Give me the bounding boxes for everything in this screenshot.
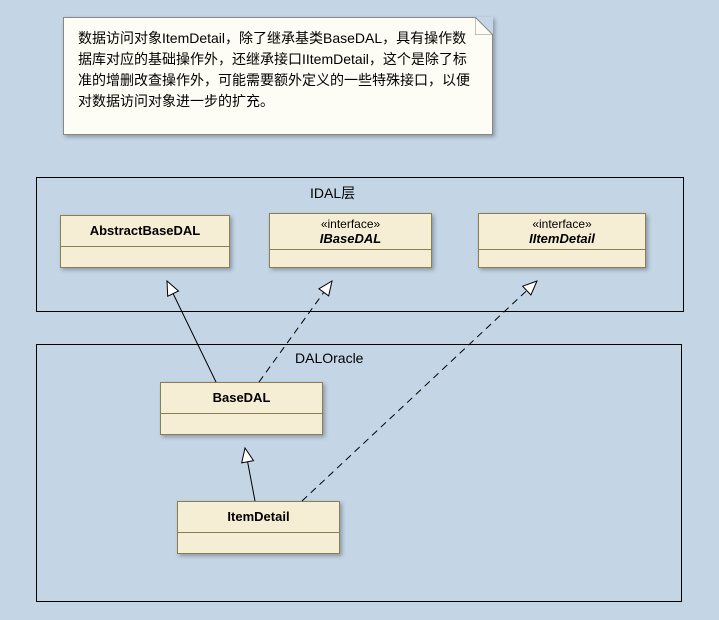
- uml-note: 数据访问对象ItemDetail，除了继承基类BaseDAL，具有操作数据库对应…: [63, 17, 493, 135]
- note-fold-icon: [475, 17, 493, 35]
- class-abstractbasedal: AbstractBaseDAL: [60, 215, 230, 268]
- package-daloracle-label: DALOracle: [295, 350, 363, 366]
- class-name: AbstractBaseDAL: [90, 223, 201, 238]
- stereotype: «interface»: [270, 217, 431, 231]
- class-name: BaseDAL: [213, 390, 271, 405]
- class-name: IItemDetail: [479, 231, 645, 246]
- class-itemdetail: ItemDetail: [177, 501, 340, 554]
- class-ibasedal: «interface» IBaseDAL: [269, 213, 432, 268]
- package-idal-label: IDAL层: [310, 183, 355, 203]
- stereotype: «interface»: [479, 217, 645, 231]
- note-text: 数据访问对象ItemDetail，除了继承基类BaseDAL，具有操作数据库对应…: [78, 30, 470, 109]
- package-daloracle: [36, 344, 682, 602]
- class-iitemdetail: «interface» IItemDetail: [478, 213, 646, 268]
- class-basedal: BaseDAL: [160, 382, 323, 435]
- class-name: ItemDetail: [227, 509, 289, 524]
- class-name: IBaseDAL: [270, 231, 431, 246]
